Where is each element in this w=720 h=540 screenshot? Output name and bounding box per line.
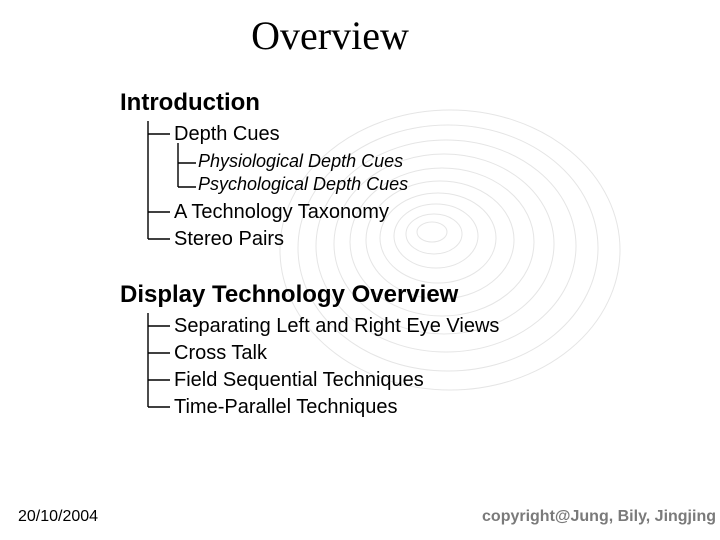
outline-item: A Technology Taxonomy xyxy=(174,199,720,226)
outline-subitem: Psychological Depth Cues xyxy=(198,173,720,196)
outline-item: Field Sequential Techniques xyxy=(174,367,720,394)
outline-item: Stereo Pairs xyxy=(174,226,720,253)
outline-item: Depth Cues xyxy=(174,121,720,148)
outline-item: Cross Talk xyxy=(174,340,720,367)
outline-subitem: Physiological Depth Cues xyxy=(198,150,720,173)
footer-date: 20/10/2004 xyxy=(18,508,98,526)
outline-display-tech: Separating Left and Right Eye Views Cros… xyxy=(140,313,720,421)
footer-copyright: copyright@Jung, Bily, Jingjing xyxy=(482,508,716,526)
outline-item: Time-Parallel Techniques xyxy=(174,394,720,421)
slide-title: Overview xyxy=(0,12,720,59)
slide-content: Overview Introduction Depth Cues Physiol… xyxy=(0,0,720,421)
outline-item: Separating Left and Right Eye Views xyxy=(174,313,720,340)
section-heading-display-tech: Display Technology Overview xyxy=(120,281,720,309)
outline-introduction: Depth Cues Physiological Depth Cues Psyc… xyxy=(140,121,720,253)
section-heading-introduction: Introduction xyxy=(120,89,720,117)
